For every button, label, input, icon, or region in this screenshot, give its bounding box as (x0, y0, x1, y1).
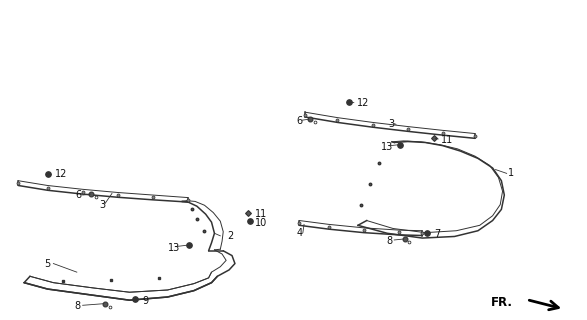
Text: FR.: FR. (491, 296, 513, 309)
Text: 8: 8 (74, 301, 80, 311)
Text: 9: 9 (143, 296, 149, 306)
Text: 10: 10 (255, 218, 268, 228)
Text: 12: 12 (55, 169, 68, 179)
Text: 2: 2 (227, 231, 234, 242)
Text: 8: 8 (386, 236, 392, 246)
Text: 3: 3 (99, 200, 105, 210)
Text: 4: 4 (296, 228, 302, 238)
Text: 6: 6 (76, 190, 82, 200)
Text: 13: 13 (382, 142, 394, 152)
Text: 11: 11 (255, 209, 268, 219)
Text: 13: 13 (168, 243, 180, 252)
Text: 5: 5 (45, 259, 51, 268)
Text: 11: 11 (441, 135, 453, 145)
Text: 1: 1 (508, 168, 515, 178)
Text: 6: 6 (296, 116, 302, 126)
Text: 3: 3 (389, 119, 394, 129)
Text: 12: 12 (357, 98, 369, 108)
Text: 7: 7 (434, 229, 440, 239)
